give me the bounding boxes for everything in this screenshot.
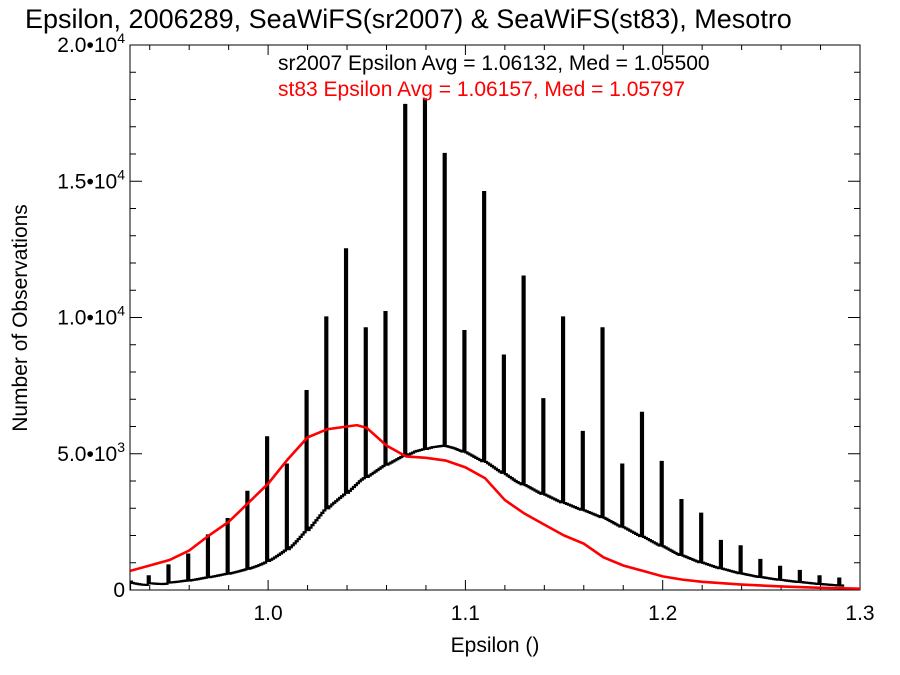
y-tick-label: 1.5•104	[57, 166, 125, 193]
x-tick-labels: 1.0 1.1 1.2 1.3	[254, 602, 875, 625]
y-tick-label: 0	[113, 579, 125, 602]
y-tick-label: 2.0•104	[57, 30, 125, 57]
y-axis-label: Number of Observations	[9, 204, 32, 432]
x-tick-label: 1.2	[648, 602, 677, 625]
y-tick-label: 1.0•104	[57, 303, 125, 330]
y-tick-labels: 0 5.0•103 1.0•104 1.5•104 2.0•104	[57, 30, 125, 602]
x-tick-label: 1.3	[845, 602, 874, 625]
x-tick-label: 1.1	[451, 602, 480, 625]
x-axis-label: Epsilon ()	[451, 634, 540, 657]
annotation-sr2007: sr2007 Epsilon Avg = 1.06132, Med = 1.05…	[278, 52, 710, 75]
chart-title: Epsilon, 2006289, SeaWiFS(sr2007) & SeaW…	[25, 4, 792, 34]
series-layer	[130, 98, 860, 590]
series-st83-histogram	[130, 423, 860, 590]
axis-ticks	[130, 44, 861, 591]
x-tick-label: 1.0	[254, 602, 283, 625]
series-sr2007-histogram	[130, 98, 845, 590]
plot-frame	[129, 44, 861, 591]
y-tick-label: 5.0•103	[57, 439, 125, 466]
annotation-st83: st83 Epsilon Avg = 1.06157, Med = 1.0579…	[278, 78, 685, 101]
